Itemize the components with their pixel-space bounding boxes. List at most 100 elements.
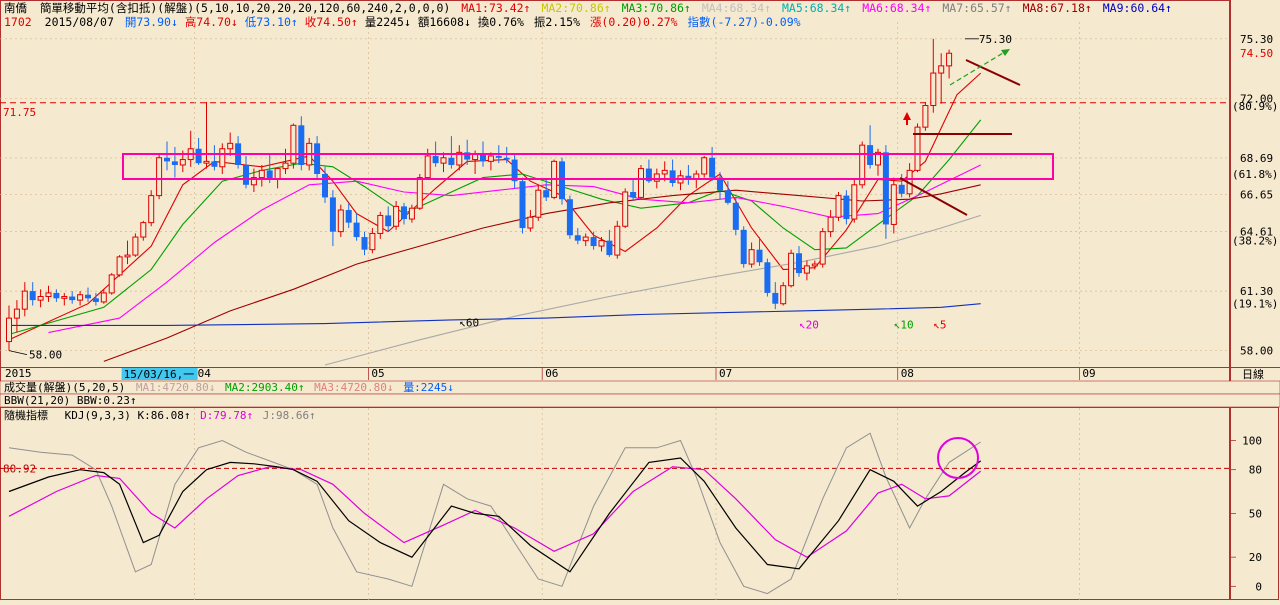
candle-body-up <box>132 236 139 256</box>
candle-layer <box>6 38 953 351</box>
candle-body-up <box>827 216 834 233</box>
candle-body-up <box>440 157 447 164</box>
date-badge-box <box>121 368 198 380</box>
candle-body-up <box>527 216 534 229</box>
candle-body-up <box>653 173 660 182</box>
candle-body-up <box>124 254 131 258</box>
month-label: 07 <box>719 367 732 380</box>
candle-body-up <box>835 195 842 218</box>
fib-pct-label: (61.8%) <box>1232 168 1278 181</box>
quote-index: 指數(-7.27)-0.09% <box>688 15 801 29</box>
candle-body-down <box>385 215 392 227</box>
candle-body-down <box>495 155 502 158</box>
low-pointer <box>8 350 28 355</box>
stock-code: 1702 <box>4 15 32 29</box>
kd-panel-frame <box>0 407 1230 600</box>
quote-turnover: 換0.76% <box>478 15 524 29</box>
price-tick-label: 75.30 <box>1240 33 1273 46</box>
candle-body-up <box>203 160 210 164</box>
candle-body-down <box>92 298 99 302</box>
ma-annotation-label: ↖10 <box>894 319 914 332</box>
grid-layer <box>0 22 1230 600</box>
candle-body-up <box>77 294 84 301</box>
candle-body-up <box>819 231 826 265</box>
period-label: 日線 <box>1242 367 1264 381</box>
kd-line-j <box>8 432 981 595</box>
bbw-header: BBW(21,20) BBW:0.23↑ <box>4 394 136 407</box>
ma-line-ma9 <box>9 303 981 326</box>
candle-body-down <box>669 170 676 183</box>
ma-legend-4: MA4:68.34↑ <box>702 1 771 15</box>
candle-body-up <box>456 151 463 166</box>
high-price-label: 75.30 <box>979 33 1012 46</box>
candle-body-down <box>314 143 321 174</box>
candle-body-up <box>803 265 810 274</box>
candle-body-up <box>250 177 257 186</box>
month-label: 04 <box>198 367 212 380</box>
projection-arrow-icon <box>1001 49 1010 56</box>
candle-body-down <box>195 148 202 164</box>
price-tick-label: 72.00 <box>1240 92 1273 105</box>
candle-body-up <box>851 184 858 220</box>
candle-body-down <box>709 157 716 178</box>
candle-body-down <box>401 206 407 220</box>
ma-legend-6: MA6:68.34↑ <box>862 1 931 15</box>
candle-body-up <box>922 105 929 128</box>
candle-body-down <box>606 240 613 256</box>
candle-body-down <box>882 152 889 225</box>
candle-body-up <box>788 252 795 287</box>
candle-body-up <box>914 126 921 171</box>
ref-price-label: 71.75 <box>3 106 36 119</box>
candle-body-up <box>274 168 281 180</box>
resistance-box <box>122 153 1054 180</box>
kd-tick-label: 100 <box>1242 435 1262 448</box>
axis-label-layer: 75.30 72.00 68.69 66.65 64.61 61.30 58.00 (80.9… <box>3 33 1279 593</box>
candle-body-down <box>322 173 328 198</box>
candle-body-down <box>867 145 874 165</box>
candle-body-down <box>574 235 581 241</box>
kd-tick-label: 80 <box>1249 464 1262 477</box>
candle-body-up <box>622 191 629 227</box>
candle-body-down <box>645 168 652 182</box>
candle-body-up <box>946 52 953 67</box>
quote-open: 開73.90↓ <box>125 15 178 29</box>
ma-legend-9: MA9:60.64↑ <box>1103 1 1172 15</box>
candle-body-up <box>100 292 107 303</box>
candle-body-down <box>345 210 352 223</box>
candle-body-up <box>61 296 68 299</box>
volume-title: 成交量(解盤)(5,20,5) <box>4 380 125 394</box>
volume-ma2: MA2:2903.40↑ <box>225 381 304 394</box>
bbw-header-bar <box>0 393 1280 408</box>
quote-amplitude: 振2.15% <box>534 15 580 29</box>
indicator-name: 簡單移動平均(含扣抵)(解盤)(5,10,10,20,20,20,120,60,… <box>40 1 450 15</box>
candle-body-down <box>243 164 249 185</box>
candle-body-up <box>45 292 52 298</box>
month-label: 2015 <box>5 367 32 380</box>
stock-name: 南僑 <box>4 1 27 15</box>
candle-body-down <box>764 262 771 293</box>
candle-body-up <box>393 205 400 227</box>
candle-body-up <box>701 157 708 175</box>
price-tick-label: 68.69 <box>1240 152 1273 165</box>
fib-pct-label: (19.1%) <box>1232 298 1278 311</box>
candle-body-down <box>432 155 439 164</box>
candle-body-down <box>353 222 360 238</box>
header-line-1: 南僑 簡單移動平均(含扣抵)(解盤)(5,10,10,20,20,20,120,… <box>4 1 1172 15</box>
candle-body-up <box>598 240 605 247</box>
candle-body-down <box>543 190 550 198</box>
candle-body-up <box>890 184 897 225</box>
candle-body-up <box>140 222 147 238</box>
kd-axis-frame <box>1230 407 1279 600</box>
candle-body-up <box>424 155 431 179</box>
candle-body-down <box>740 229 747 265</box>
candle-body-up <box>21 290 28 310</box>
candle-body-down <box>590 237 597 247</box>
quote-high: 高74.70↓ <box>185 15 238 29</box>
volume-qty: 量:2245↓ <box>403 381 454 394</box>
candle-body-up <box>811 263 818 267</box>
ma-legend-8: MA8:67.18↑ <box>1023 1 1092 15</box>
candle-body-up <box>108 274 115 294</box>
kd-d-value: D:79.78↑ <box>200 409 253 422</box>
month-label: 08 <box>901 367 914 380</box>
